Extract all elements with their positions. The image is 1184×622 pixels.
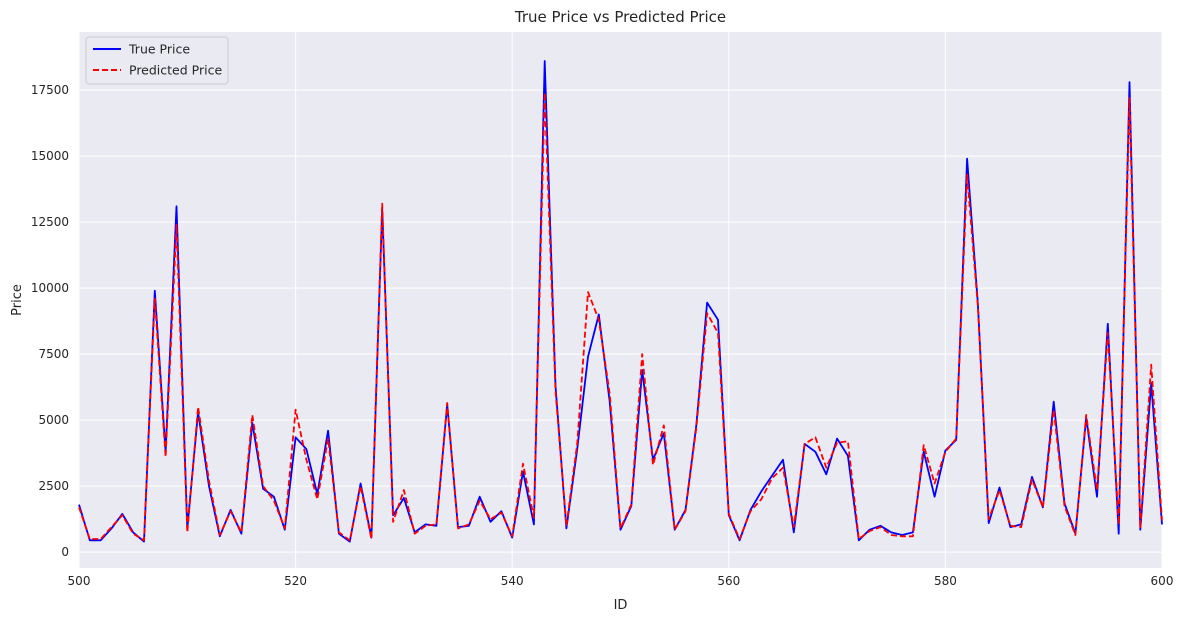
y-tick-label: 5000 bbox=[38, 413, 69, 427]
legend-label-true-price: True Price bbox=[128, 42, 190, 57]
x-tick-label: 540 bbox=[501, 574, 524, 588]
y-tick-label: 12500 bbox=[31, 215, 69, 229]
y-tick-label: 0 bbox=[61, 545, 69, 559]
x-tick-label: 520 bbox=[284, 574, 307, 588]
series-layer bbox=[78, 60, 1163, 543]
y-tick-labels: 0 2500 5000 7500 10000 12500 15000 17500 bbox=[31, 83, 69, 559]
legend-box bbox=[85, 36, 229, 85]
x-axis-label: ID bbox=[614, 598, 628, 613]
x-tick-label: 500 bbox=[68, 574, 91, 588]
x-tick-label: 560 bbox=[717, 574, 740, 588]
x-tick-label: 580 bbox=[934, 574, 957, 588]
y-tick-label: 17500 bbox=[31, 83, 69, 97]
chart-title: True Price vs Predicted Price bbox=[514, 8, 726, 26]
y-tick-label: 2500 bbox=[38, 479, 69, 493]
legend: True Price Predicted Price bbox=[85, 36, 229, 85]
y-tick-label: 10000 bbox=[31, 281, 69, 295]
grid-lines bbox=[78, 32, 1163, 568]
x-tick-label: 600 bbox=[1151, 574, 1174, 588]
y-tick-label: 15000 bbox=[31, 149, 69, 163]
y-axis-label: Price bbox=[10, 284, 25, 316]
y-tick-label: 7500 bbox=[38, 347, 69, 361]
plot-area bbox=[79, 32, 1162, 568]
x-tick-labels: 500 520 540 560 580 600 bbox=[68, 574, 1174, 588]
series-line-predicted-price bbox=[78, 91, 1163, 542]
legend-label-predicted-price: Predicted Price bbox=[129, 63, 222, 78]
